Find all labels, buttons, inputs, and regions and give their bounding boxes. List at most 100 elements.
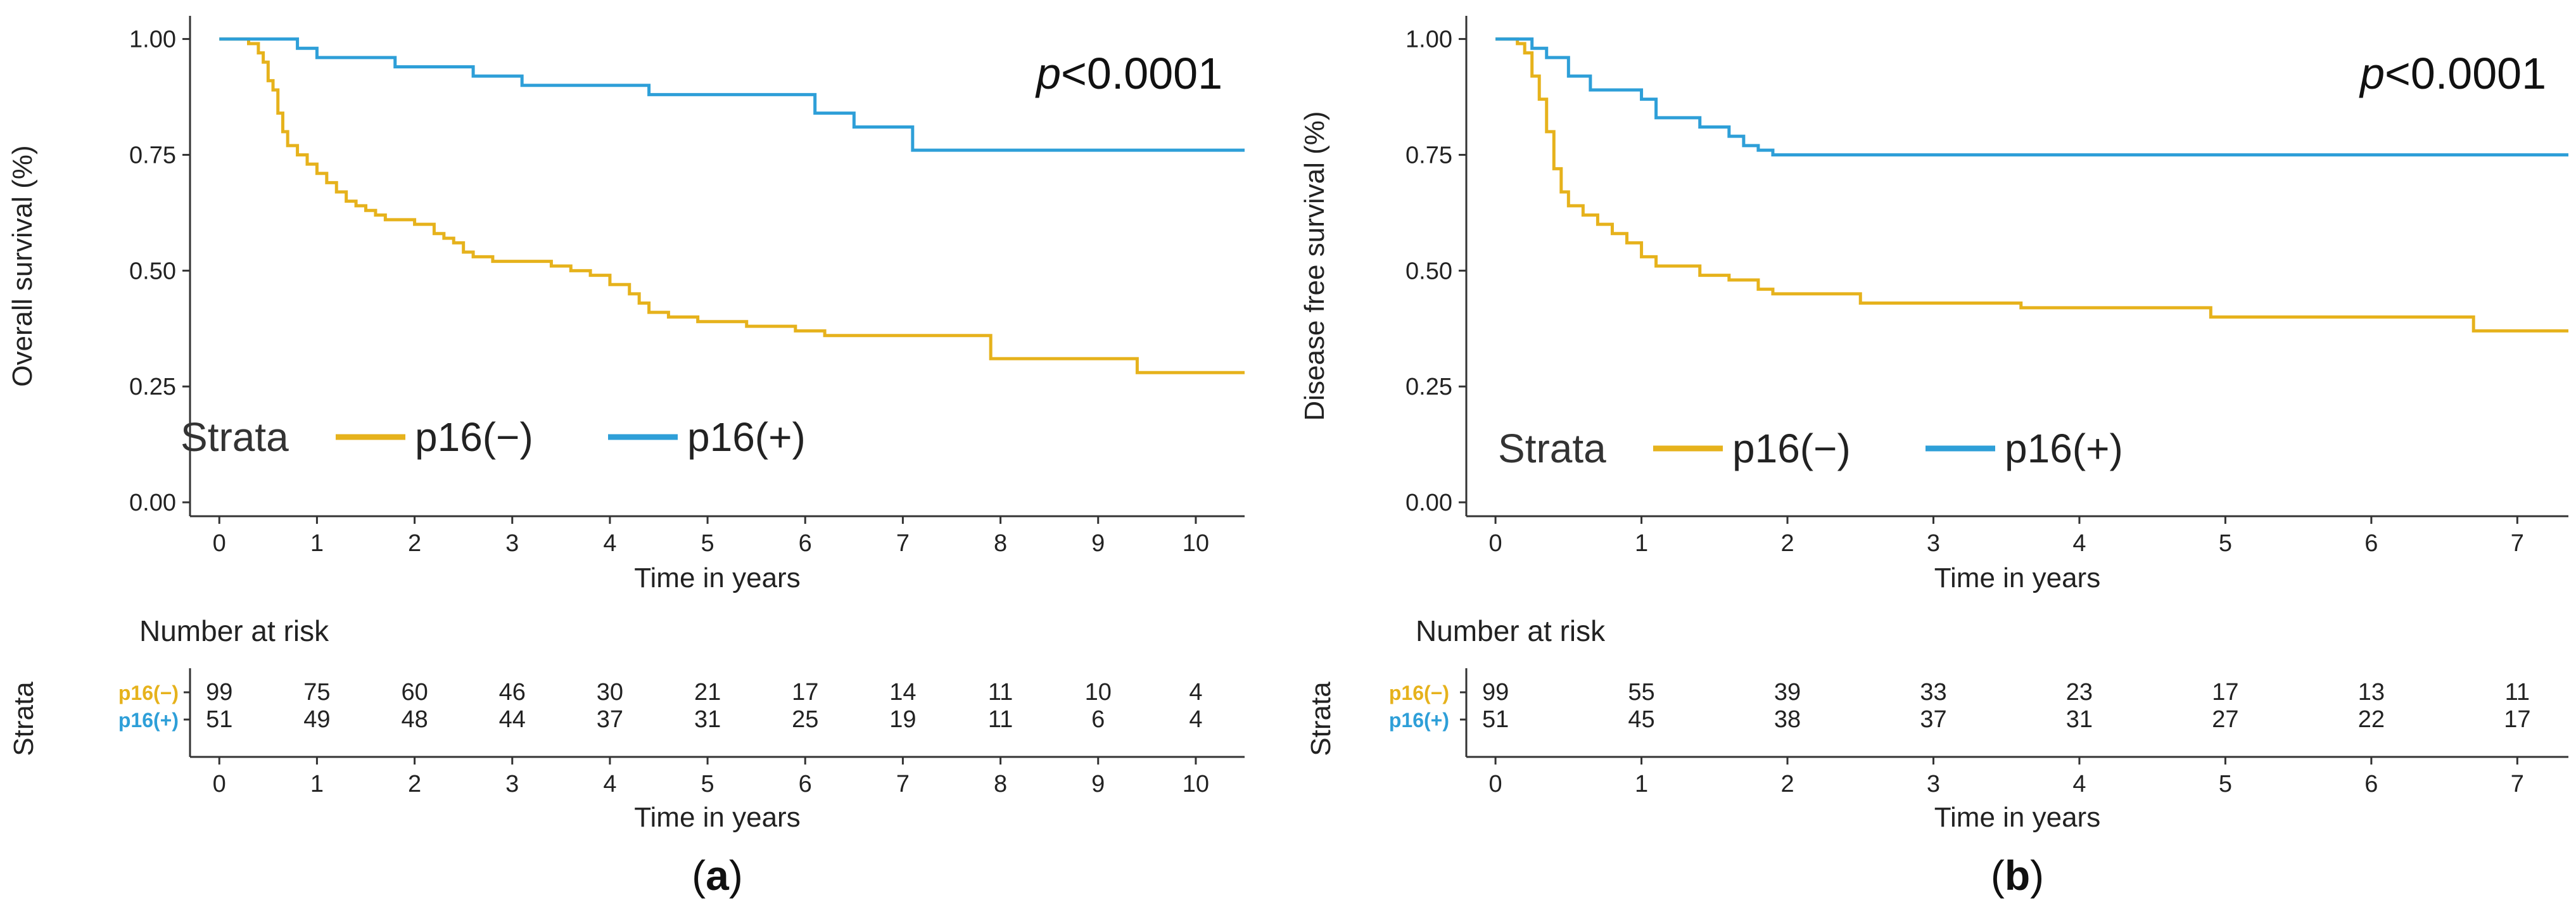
risk-count: 17 <box>2504 706 2530 733</box>
x-tick-label: 6 <box>799 530 812 557</box>
p-value-label: p<0.0001 <box>2359 49 2546 98</box>
x-tick-label: 4 <box>2072 530 2086 557</box>
risk-row-label: p16(−) <box>118 682 179 704</box>
risk-table-x-tick-label: 0 <box>213 771 226 797</box>
risk-count: 99 <box>1482 679 1509 706</box>
km-curve-p16-neg <box>1495 37 2568 333</box>
x-tick-label: 1 <box>310 530 324 557</box>
risk-row-label: p16(+) <box>118 709 179 732</box>
panel-label-close: ) <box>2030 852 2044 899</box>
risk-count: 45 <box>1628 706 1654 733</box>
p-value-label: p<0.0001 <box>1035 49 1222 98</box>
y-tick-label: 0.75 <box>1405 142 1452 168</box>
risk-table-x-tick-label: 2 <box>408 771 421 797</box>
legend-label-p16-pos: p16(+) <box>2005 426 2123 471</box>
risk-count: 51 <box>206 706 232 733</box>
legend-label-p16-neg: p16(−) <box>1732 426 1851 471</box>
x-axis-title: Time in years <box>634 562 800 593</box>
risk-count: 17 <box>792 679 818 706</box>
risk-count: 37 <box>597 706 623 733</box>
x-tick-label: 3 <box>505 530 519 557</box>
y-tick-label: 0.25 <box>129 374 176 400</box>
risk-table-x-title: Time in years <box>634 802 800 833</box>
x-tick-label: 0 <box>213 530 226 557</box>
x-tick-label: 7 <box>896 530 910 557</box>
risk-table-x-tick-label: 1 <box>310 771 324 797</box>
legend-label-p16-neg: p16(−) <box>415 414 533 460</box>
x-tick-label: 5 <box>701 530 714 557</box>
y-axis-title: Overall survival (%) <box>7 145 38 386</box>
risk-count: 25 <box>792 706 818 733</box>
panel-label-open: ( <box>692 852 706 899</box>
risk-count: 37 <box>1920 706 1946 733</box>
risk-table-x-tick-label: 1 <box>1635 771 1648 797</box>
risk-table-x-tick-label: 6 <box>799 771 812 797</box>
risk-count: 4 <box>1189 706 1202 733</box>
x-tick-label: 6 <box>2364 530 2378 557</box>
risk-table-y-title: Strata <box>8 682 39 756</box>
panel-label: (b) <box>1991 852 2044 899</box>
x-tick-label: 2 <box>1780 530 1794 557</box>
risk-table-x-tick-label: 5 <box>2219 771 2232 797</box>
risk-table-x-tick-label: 0 <box>1489 771 1502 797</box>
risk-count: 38 <box>1774 706 1801 733</box>
km-curve-p16-pos <box>219 37 1245 152</box>
panel-label-letter: a <box>706 852 730 899</box>
risk-table-x-tick-label: 5 <box>701 771 714 797</box>
risk-count: 46 <box>499 679 526 706</box>
risk-table-x-title: Time in years <box>1934 802 2100 833</box>
risk-count: 14 <box>889 679 916 706</box>
panel-label-open: ( <box>1991 852 2005 899</box>
x-tick-label: 8 <box>994 530 1007 557</box>
risk-count: 11 <box>2505 679 2530 706</box>
p-value-symbol: p <box>2359 49 2385 98</box>
risk-count: 31 <box>2066 706 2093 733</box>
risk-table-x-tick-label: 4 <box>2072 771 2086 797</box>
risk-count: 6 <box>1091 706 1105 733</box>
risk-table-x-tick-label: 3 <box>505 771 519 797</box>
risk-count: 39 <box>1774 679 1801 706</box>
risk-table-x-tick-label: 4 <box>603 771 616 797</box>
risk-table-x-tick-label: 7 <box>896 771 910 797</box>
risk-table-x-tick-label: 10 <box>1183 771 1209 797</box>
risk-count: 44 <box>499 706 526 733</box>
risk-count: 60 <box>401 679 428 706</box>
y-tick-label: 1.00 <box>129 27 176 53</box>
y-tick-label: 0.75 <box>129 142 176 168</box>
panel-label-close: ) <box>729 852 743 899</box>
km-panel-a: 0.000.250.500.751.000 1 2 3 4 5 6 7 8 9 10Overall … <box>7 16 1245 899</box>
risk-count: 33 <box>1920 679 1946 706</box>
p-value-text: <0.0001 <box>2385 49 2546 98</box>
legend: Strata p16(−) p16(+) <box>1498 426 2123 471</box>
risk-table-x-tick-label: 6 <box>2364 771 2378 797</box>
risk-count: 75 <box>303 679 330 706</box>
x-tick-label: 4 <box>603 530 616 557</box>
legend: Strata p16(−) p16(+) <box>181 414 806 460</box>
risk-count: 11 <box>988 679 1013 706</box>
y-tick-label: 0.25 <box>1405 374 1452 400</box>
y-tick-label: 1.00 <box>1405 27 1452 53</box>
risk-count: 23 <box>2066 679 2093 706</box>
risk-count: 13 <box>2358 679 2385 706</box>
risk-count: 49 <box>303 706 330 733</box>
x-tick-label: 9 <box>1091 530 1105 557</box>
p-value-symbol: p <box>1035 49 1061 98</box>
x-tick-label: 2 <box>408 530 421 557</box>
risk-row-label: p16(+) <box>1389 709 1449 732</box>
x-axis-title: Time in years <box>1934 562 2100 593</box>
km-curve-p16-pos <box>1495 37 2568 156</box>
risk-table-x-tick-label: 9 <box>1091 771 1105 797</box>
risk-count: 51 <box>1482 706 1509 733</box>
y-tick-label: 0.50 <box>129 258 176 284</box>
risk-table-y-title: Strata <box>1305 682 1336 756</box>
p-value-text: <0.0001 <box>1061 49 1222 98</box>
y-axis-title: Disease free survival (%) <box>1299 111 1330 421</box>
risk-table-x-tick-label: 7 <box>2511 771 2524 797</box>
legend-title: Strata <box>1498 426 1606 471</box>
risk-count: 27 <box>2212 706 2238 733</box>
risk-count: 22 <box>2358 706 2385 733</box>
risk-table-x-tick-label: 8 <box>994 771 1007 797</box>
risk-count: 4 <box>1189 679 1202 706</box>
legend-label-p16-pos: p16(+) <box>687 414 806 460</box>
